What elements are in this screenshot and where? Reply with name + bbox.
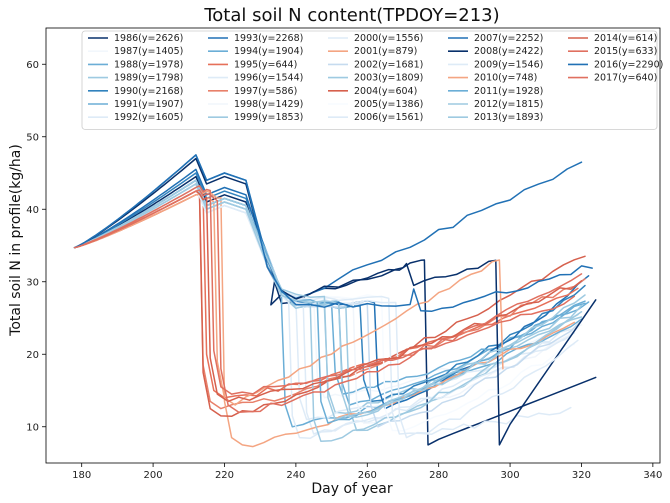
- legend-entry: 2002(y=1681): [354, 59, 423, 70]
- series-line-4: [73, 172, 586, 403]
- legend-entry: 2003(y=1809): [354, 73, 423, 84]
- series-line-29: [73, 185, 576, 395]
- series-line-0: [73, 175, 597, 446]
- y-tick-label: 30: [26, 277, 39, 288]
- y-tick-label: 10: [26, 422, 39, 433]
- y-tick-label: 20: [26, 350, 39, 361]
- legend-entry: 2013(y=1893): [474, 112, 543, 123]
- legend-entry: 2009(y=1546): [474, 59, 543, 70]
- legend-entry: 2016(y=2290): [594, 59, 663, 70]
- legend-entry: 1992(y=1605): [114, 112, 183, 123]
- series-line-7: [73, 168, 590, 410]
- legend-entry: 1989(y=1798): [114, 73, 183, 84]
- legend-entry: 2005(y=1386): [354, 99, 423, 110]
- legend-entry: 2004(y=604): [354, 86, 417, 97]
- legend-entry: 2000(y=1556): [354, 33, 423, 44]
- legend-entry: 1986(y=2626): [114, 33, 183, 44]
- legend-entry: 2014(y=614): [594, 33, 657, 44]
- series-line-21: [73, 154, 583, 300]
- legend-entry: 2011(y=1928): [474, 86, 543, 97]
- series-line-30: [73, 154, 593, 313]
- legend-entry: 1988(y=1978): [114, 59, 183, 70]
- y-axis-label: Total soil N in profile(kg/ha): [8, 144, 24, 337]
- y-tick-label: 60: [26, 60, 39, 71]
- legend-entry: 1996(y=1544): [234, 73, 303, 84]
- series-line-31: [73, 189, 583, 414]
- legend-entry: 1999(y=1853): [234, 112, 303, 123]
- series-line-22: [73, 157, 597, 446]
- legend-entry: 2008(y=2422): [474, 46, 543, 57]
- x-tick-label: 280: [429, 470, 448, 481]
- legend-entry: 1991(y=1907): [114, 99, 183, 110]
- y-axis: 10 20 30 40 50 60: [26, 60, 46, 433]
- legend-entry: 2010(y=748): [474, 73, 537, 84]
- x-tick-label: 240: [286, 470, 305, 481]
- x-tick-label: 320: [572, 470, 591, 481]
- legend-entry: 1990(y=2168): [114, 86, 183, 97]
- legend-entry: 2007(y=2252): [474, 33, 543, 44]
- legend-entry: 2017(y=640): [594, 73, 657, 84]
- series-line-24: [73, 193, 504, 406]
- legend-entry: 2012(y=1815): [474, 99, 543, 110]
- x-tick-label: 220: [215, 470, 234, 481]
- x-tick-label: 300: [501, 470, 520, 481]
- x-axis: 180 200 220 240 260 280 300 320 340: [72, 463, 662, 481]
- legend-entry: 1987(y=1405): [114, 46, 183, 57]
- plot-frame: [45, 27, 661, 464]
- plot-area: [45, 27, 661, 464]
- legend-entry: 1994(y=1904): [234, 46, 303, 57]
- legend: 1986(y=2626) 1987(y=1405) 1988(y=1978) 1989…: [81, 30, 663, 130]
- chart-title: Total soil N content(TPDOY=213): [203, 5, 499, 26]
- x-tick-label: 340: [643, 470, 662, 481]
- legend-entry: 2006(y=1561): [354, 112, 423, 123]
- y-tick-label: 50: [26, 132, 39, 143]
- legend-entry: 2001(y=879): [354, 46, 417, 57]
- x-tick-label: 260: [358, 470, 377, 481]
- legend-frame: [81, 30, 658, 130]
- series-line-17: [73, 179, 579, 443]
- legend-entry: 1997(y=586): [234, 86, 297, 97]
- legend-entry: 1993(y=2268): [234, 33, 303, 44]
- series-line-26: [73, 179, 583, 421]
- series-line-27: [73, 183, 586, 417]
- x-axis-label: Day of year: [311, 481, 393, 497]
- x-tick-label: 200: [144, 470, 163, 481]
- legend-entry: 1995(y=644): [234, 59, 297, 70]
- x-tick-label: 180: [72, 470, 91, 481]
- y-tick-label: 40: [26, 205, 39, 216]
- legend-entry: 2015(y=633): [594, 46, 657, 57]
- legend-entry: 1998(y=1429): [234, 99, 303, 110]
